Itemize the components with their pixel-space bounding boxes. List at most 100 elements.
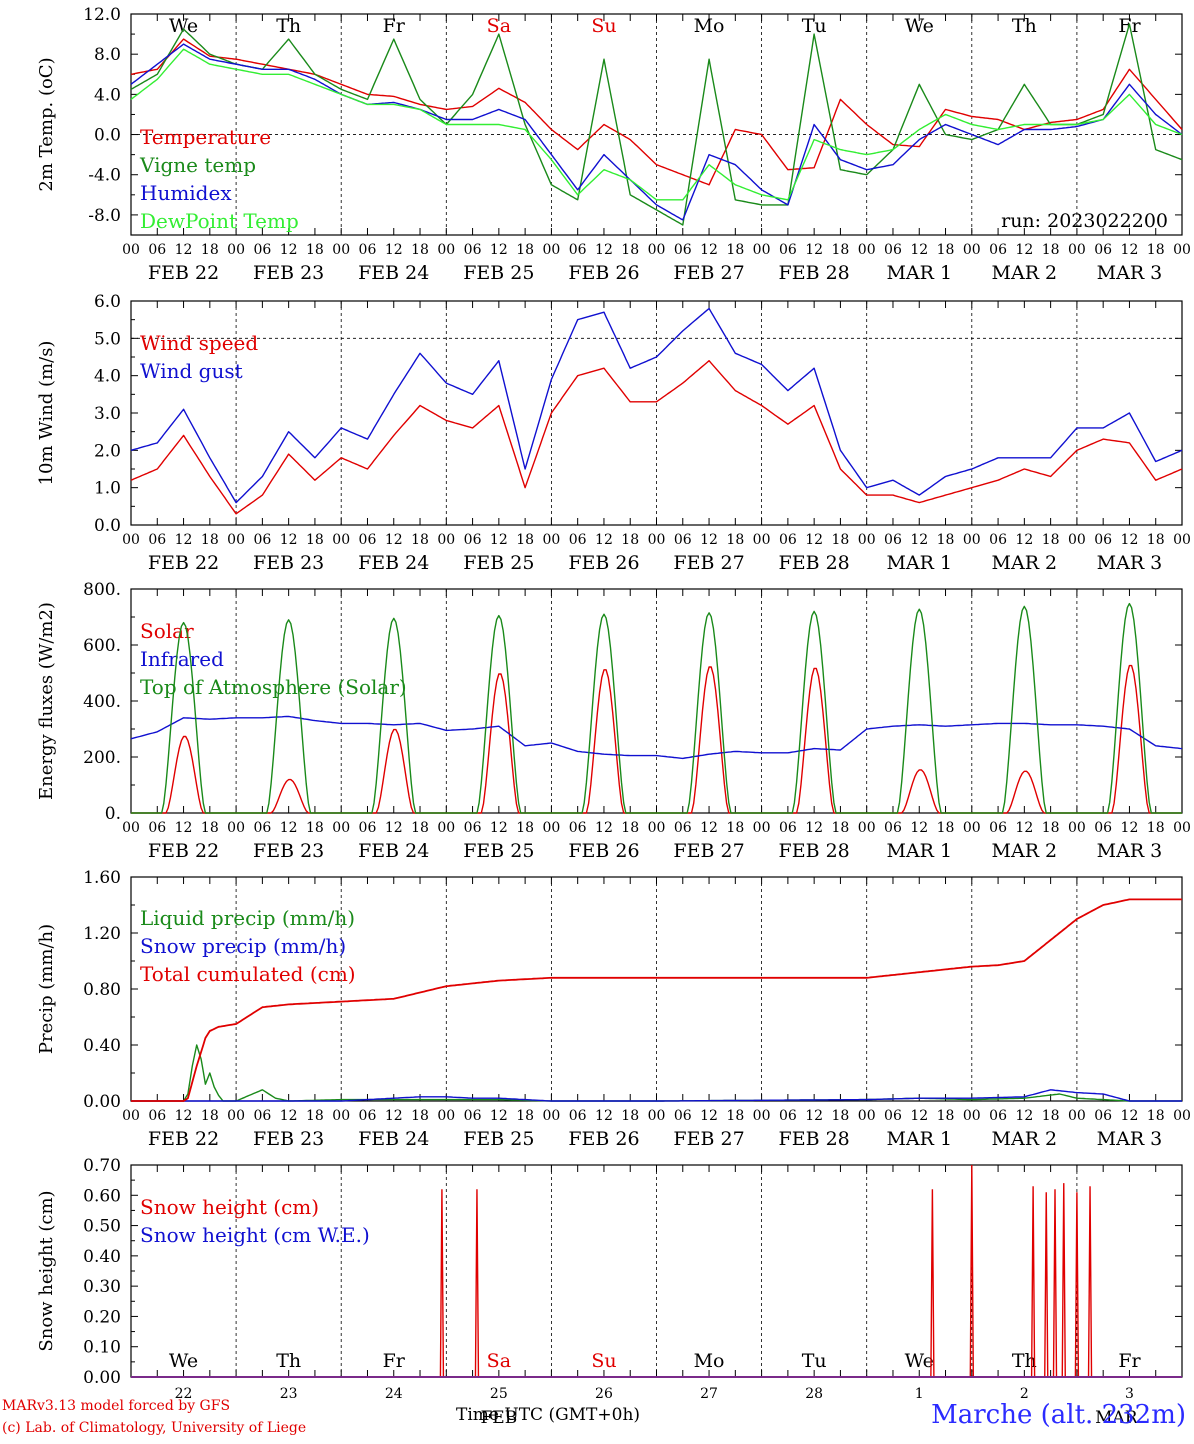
x-hour-label: 00 xyxy=(332,242,350,258)
y-tick-label: 0.10 xyxy=(83,1338,121,1358)
x-hour-label: 12 xyxy=(910,242,928,258)
x-day-label: FEB 23 xyxy=(253,262,324,284)
x-hour-label: 12 xyxy=(1015,1108,1033,1124)
x-hour-label: 06 xyxy=(989,1108,1007,1124)
x-hour-label: 12 xyxy=(1015,532,1033,548)
x-day-label: MAR 1 xyxy=(886,1128,952,1150)
series-line xyxy=(130,307,1183,504)
x-hour-label: 12 xyxy=(175,242,193,258)
x-hour-label: 06 xyxy=(674,1108,692,1124)
x-hour-label: 00 xyxy=(753,1108,771,1124)
y-tick-label: 8.0 xyxy=(94,45,121,65)
snow-spike xyxy=(930,1189,935,1378)
x-hour-label: 06 xyxy=(674,532,692,548)
x-hour-label: 18 xyxy=(516,1108,534,1124)
x-day-label: FEB 26 xyxy=(568,552,639,574)
x-hour-label: 00 xyxy=(542,532,560,548)
x-date-label: 25 xyxy=(490,1386,508,1402)
y-tick-label: 0.60 xyxy=(83,1186,121,1206)
x-hour-label: 00 xyxy=(122,1108,140,1124)
x-hour-label: 12 xyxy=(1015,820,1033,836)
station-name: Marche (alt. 232m) xyxy=(931,1400,1186,1430)
x-hour-label: 06 xyxy=(1094,820,1112,836)
x-hour-label: 12 xyxy=(490,532,508,548)
x-hour-label: 00 xyxy=(437,1108,455,1124)
lab-credit: (c) Lab. of Climatology, University of L… xyxy=(2,1420,307,1436)
x-day-label: FEB 26 xyxy=(568,262,639,284)
x-hour-label: 12 xyxy=(910,1108,928,1124)
y-tick-label: 400. xyxy=(83,692,121,712)
x-day-label: MAR 1 xyxy=(886,552,952,574)
x-hour-label: 00 xyxy=(437,242,455,258)
x-day-label: MAR 3 xyxy=(1097,840,1163,862)
x-hour-label: 00 xyxy=(858,1108,876,1124)
series-line xyxy=(131,1089,1182,1102)
x-hour-label: 18 xyxy=(1147,820,1165,836)
x-hour-label: 12 xyxy=(700,532,718,548)
x-hour-label: 00 xyxy=(753,242,771,258)
x-date-label: 23 xyxy=(280,1386,298,1402)
weekday-label: Fr xyxy=(383,15,406,37)
x-day-label: FEB 24 xyxy=(358,1128,429,1150)
x-date-label: 2 xyxy=(1020,1386,1029,1402)
x-hour-label: 06 xyxy=(359,532,377,548)
x-hour-label: 12 xyxy=(595,1108,613,1124)
x-hour-label: 12 xyxy=(280,1108,298,1124)
x-day-label: FEB 22 xyxy=(148,1128,219,1150)
x-day-label: FEB 24 xyxy=(358,552,429,574)
x-hour-label: 06 xyxy=(884,532,902,548)
x-hour-label: 12 xyxy=(280,820,298,836)
x-hour-label: 18 xyxy=(1042,820,1060,836)
x-hour-label: 00 xyxy=(1068,532,1086,548)
x-hour-label: 06 xyxy=(674,242,692,258)
x-hour-label: 00 xyxy=(963,532,981,548)
x-hour-label: 12 xyxy=(175,1108,193,1124)
x-hour-label: 06 xyxy=(253,532,271,548)
x-hour-label: 12 xyxy=(1121,242,1139,258)
legend-entry: Vigne temp xyxy=(139,153,256,177)
weekday-label: Th xyxy=(276,1350,301,1372)
weekday-label: Sa xyxy=(487,1350,511,1372)
x-hour-label: 00 xyxy=(332,1108,350,1124)
y-tick-label: 4.0 xyxy=(94,367,121,387)
weekday-label: Tu xyxy=(802,15,827,37)
x-hour-label: 00 xyxy=(1068,820,1086,836)
x-day-label: FEB 27 xyxy=(673,552,744,574)
y-tick-label: 200. xyxy=(83,748,121,768)
y-tick-label: 6.0 xyxy=(94,292,121,312)
y-tick-label: 0.0 xyxy=(94,516,121,536)
x-day-label: FEB 27 xyxy=(673,840,744,862)
x-day-label: FEB 23 xyxy=(253,840,324,862)
x-hour-label: 00 xyxy=(437,532,455,548)
legend-entry: Snow height (cm W.E.) xyxy=(140,1223,370,1247)
x-hour-label: 06 xyxy=(148,820,166,836)
legend-entry: Wind speed xyxy=(140,331,258,355)
y-axis-title: Energy fluxes (W/m2) xyxy=(36,602,57,800)
legend-entry: Infrared xyxy=(140,647,224,671)
x-hour-label: 00 xyxy=(227,532,245,548)
x-hour-label: 12 xyxy=(1121,820,1139,836)
x-date-label: 3 xyxy=(1125,1386,1134,1402)
x-day-label: FEB 25 xyxy=(463,840,534,862)
x-hour-label: 00 xyxy=(1068,1108,1086,1124)
x-hour-label: 12 xyxy=(175,532,193,548)
x-hour-label: 06 xyxy=(464,532,482,548)
y-tick-label: 1.20 xyxy=(83,924,121,944)
x-hour-label: 18 xyxy=(726,1108,744,1124)
x-hour-label: 18 xyxy=(306,532,324,548)
x-hour-label: 18 xyxy=(411,242,429,258)
y-tick-label: 2.0 xyxy=(94,441,121,461)
x-hour-label: 18 xyxy=(201,532,219,548)
x-hour-label: 06 xyxy=(464,820,482,836)
x-date-label: 27 xyxy=(700,1386,718,1402)
x-hour-label: 12 xyxy=(595,820,613,836)
x-day-label: MAR 3 xyxy=(1097,552,1163,574)
x-hour-label: 12 xyxy=(595,532,613,548)
y-tick-label: 0.0 xyxy=(94,126,121,146)
snow-spike xyxy=(1087,1186,1093,1378)
x-hour-label: 18 xyxy=(832,532,850,548)
x-hour-label: 06 xyxy=(359,1108,377,1124)
weekday-label: Fr xyxy=(383,1350,406,1372)
x-hour-label: 00 xyxy=(648,242,666,258)
